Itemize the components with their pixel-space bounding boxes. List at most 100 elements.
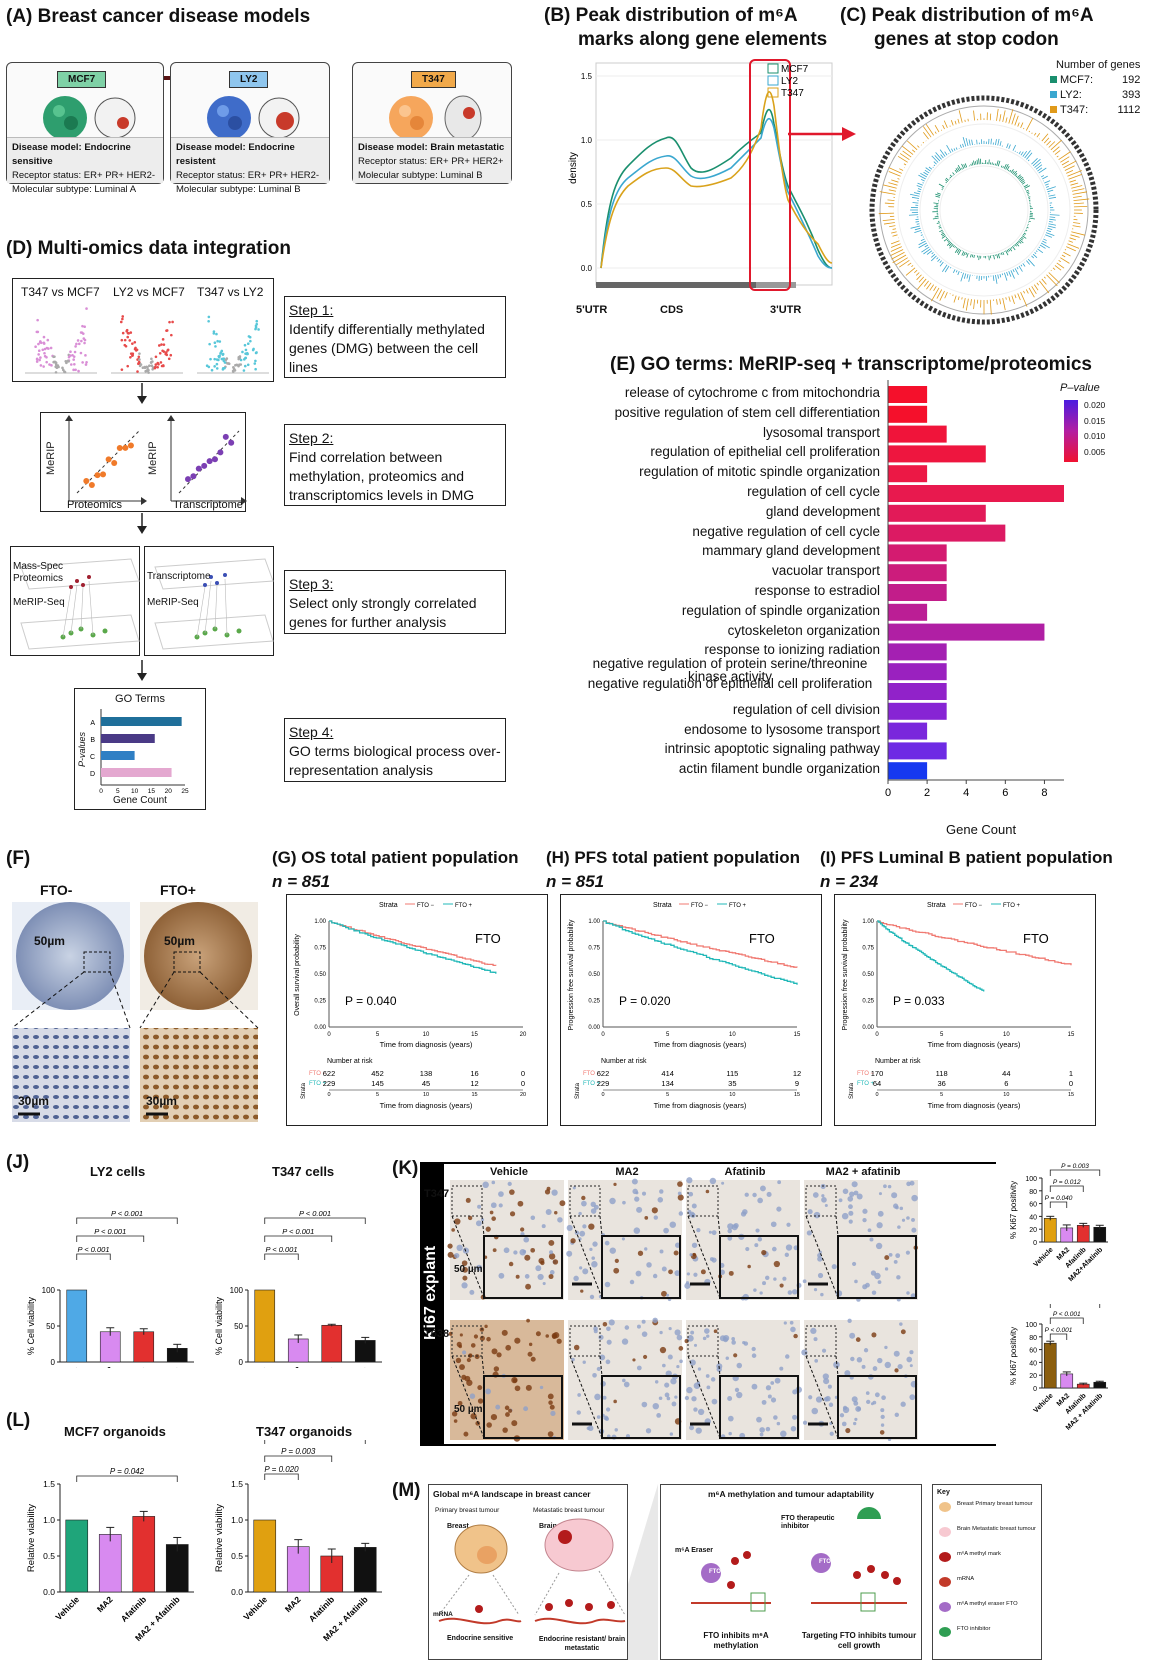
circos-tick: [1070, 182, 1079, 186]
volcano-point: [156, 365, 159, 369]
circos-tick: [963, 164, 966, 169]
volcano-point: [244, 356, 247, 360]
circos-tick: [884, 202, 895, 205]
mini-bar: [101, 751, 135, 760]
nucleus: [874, 1392, 880, 1398]
nucleus: [535, 1331, 541, 1337]
volcano-point: [171, 320, 174, 324]
volcano-point: [36, 330, 40, 334]
nucleus: [773, 1277, 777, 1281]
nucleus: [777, 1180, 782, 1185]
y-tick: 0: [1033, 1386, 1037, 1393]
y-tick: 0.5: [581, 200, 593, 209]
circos-tick: [1032, 158, 1041, 167]
circos-tick: [1020, 292, 1028, 307]
circos-tick: [1025, 189, 1029, 192]
volcano-point: [149, 361, 153, 364]
zoom-inset: [719, 1235, 799, 1299]
circos-tick: [973, 160, 975, 166]
volcano-point: [136, 370, 139, 373]
scale-label: 50 µm: [454, 1264, 483, 1275]
nucleus: [557, 1217, 563, 1223]
circos-tick: [1067, 170, 1082, 177]
nucleus: [591, 1261, 598, 1268]
circos-tick: [1034, 252, 1037, 255]
nucleus: [549, 1404, 555, 1410]
nucleus: [515, 1274, 520, 1279]
y-tick: 80: [1029, 1335, 1037, 1342]
circos-tick: [959, 144, 962, 149]
circos-tick: [1027, 258, 1035, 267]
nucleus: [467, 1215, 473, 1221]
nucleus: [756, 1416, 762, 1423]
nucleus: [753, 1288, 757, 1292]
y-tick: 1.5: [581, 72, 593, 81]
circos-tick: [1016, 241, 1019, 244]
key-swatch: [939, 1552, 951, 1562]
circos-tick: [1012, 269, 1015, 273]
circos-tick: [961, 167, 963, 170]
volcano-point: [141, 366, 145, 369]
circos-tick: [897, 178, 900, 180]
svg-text:FTO +: FTO +: [455, 903, 473, 909]
nucleus: [462, 1350, 467, 1355]
circos-tick: [939, 149, 946, 157]
circos-tick: [973, 299, 975, 310]
x-axis-label: Gene Count: [946, 822, 1017, 837]
volcano-point: [252, 347, 255, 351]
nucleus: [677, 1191, 682, 1196]
x-tick: 15: [1068, 1032, 1075, 1038]
nucleus: [689, 1359, 696, 1366]
circos-tick: [1020, 178, 1025, 182]
nucleus: [461, 1260, 468, 1266]
x-axis-label: Proteomics: [67, 499, 123, 511]
circos-tick: [931, 253, 936, 258]
p-value: P = 0.003: [281, 1447, 316, 1456]
volcano-point: [69, 363, 73, 366]
nucleus: [751, 1383, 758, 1390]
nucleus: [477, 1204, 482, 1209]
svg-text:FTO −: FTO −: [857, 1071, 875, 1077]
circos-tick: [890, 243, 901, 248]
volcano-point: [208, 342, 211, 346]
volcano-point: [156, 361, 160, 365]
y-axis-label: % Ki67 positivity: [1009, 1327, 1018, 1385]
x-tick: Afatinib: [307, 1594, 336, 1623]
nucleus: [549, 1250, 554, 1255]
nucleus: [629, 1279, 635, 1285]
nucleus: [880, 1408, 885, 1413]
nucleus: [845, 1427, 851, 1434]
nucleus: [884, 1267, 889, 1271]
circos-tick: [939, 229, 943, 233]
circos-tick: [1008, 144, 1011, 149]
significance-bracket: [1049, 1304, 1101, 1308]
circos-tick: [1037, 248, 1044, 254]
volcano-point: [54, 363, 58, 366]
nucleus: [572, 1186, 576, 1190]
bar: [1076, 1225, 1090, 1243]
nucleus: [547, 1431, 554, 1438]
nucleus: [491, 1216, 496, 1221]
circos-tick: [916, 185, 923, 188]
nucleus: [705, 1374, 710, 1378]
circos-tick: [898, 259, 910, 268]
volcano-point: [209, 357, 212, 361]
circos-tick: [891, 179, 899, 183]
ki67-tile: [450, 1180, 564, 1300]
key-swatch: [939, 1502, 951, 1512]
nucleus: [586, 1426, 591, 1430]
nucleus: [863, 1348, 869, 1353]
adaptability-box: m⁶A methylation and tumour adaptability …: [660, 1484, 922, 1660]
svg-text:Strata: Strata: [575, 1082, 581, 1099]
circos-tick: [1058, 151, 1071, 161]
nucleus: [708, 1230, 712, 1234]
nucleus: [757, 1237, 763, 1242]
volcano-point: [84, 363, 88, 366]
circos-tick: [1060, 156, 1070, 163]
circos-tick: [933, 286, 937, 291]
nucleus: [621, 1338, 629, 1345]
zoom-region: [687, 1325, 719, 1357]
volcano-point: [54, 371, 58, 374]
bar: [253, 1519, 277, 1593]
legend-swatch: [767, 63, 779, 74]
